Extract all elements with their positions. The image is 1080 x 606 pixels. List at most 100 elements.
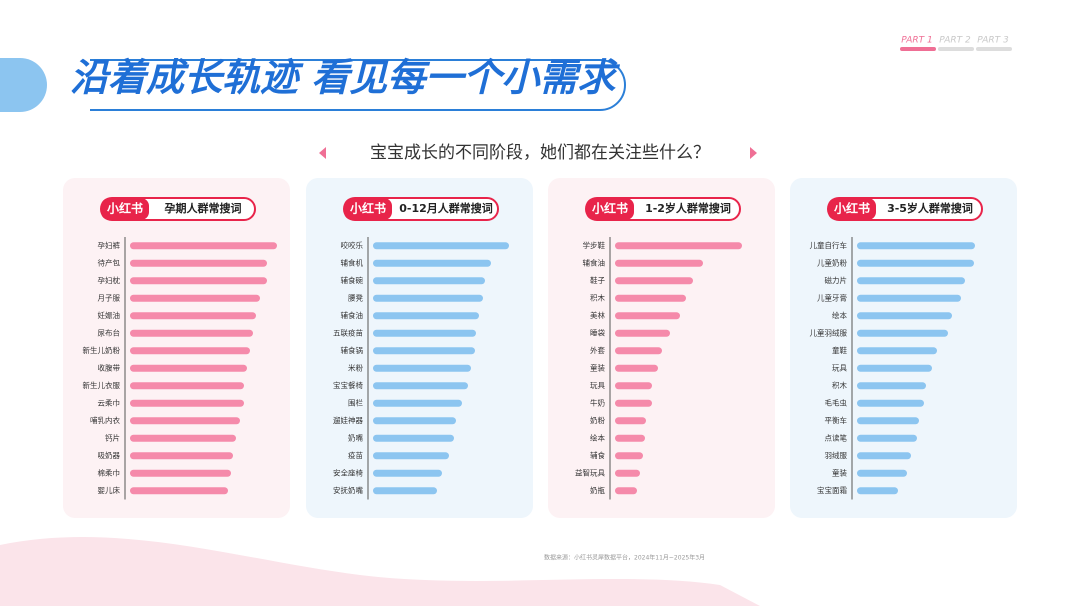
bar xyxy=(615,469,640,477)
tab-label: PART 1 xyxy=(901,36,932,46)
bar xyxy=(857,487,898,495)
bar xyxy=(130,312,256,320)
category-label: 安抚奶嘴 xyxy=(333,485,363,495)
category-label: 安全座椅 xyxy=(333,467,363,477)
chart-title: 1-2岁人群常搜词 xyxy=(645,201,731,215)
category-label: 新生儿奶粉 xyxy=(83,345,121,355)
bar xyxy=(130,382,244,390)
decor-wave xyxy=(0,536,760,606)
bar xyxy=(615,364,658,372)
bar xyxy=(373,399,462,407)
category-label: 童鞋 xyxy=(832,345,847,355)
category-label: 积木 xyxy=(590,292,605,302)
bar xyxy=(615,452,643,460)
bar xyxy=(373,294,483,302)
category-label: 美林 xyxy=(590,310,605,320)
category-label: 奶瓶 xyxy=(590,485,605,495)
category-label: 益智玩具 xyxy=(575,467,605,477)
bar xyxy=(373,452,449,460)
category-label: 妊娠油 xyxy=(98,310,121,320)
badge-logo-text: 小红书 xyxy=(592,201,628,216)
bar xyxy=(130,452,233,460)
bar xyxy=(615,382,652,390)
category-label: 童装 xyxy=(832,467,847,477)
tab-bar xyxy=(938,47,974,51)
chart-title: 孕期人群常搜词 xyxy=(165,201,242,215)
category-label: 辅食碗 xyxy=(341,275,364,285)
bar xyxy=(857,417,919,425)
category-label: 围栏 xyxy=(348,397,363,407)
bar xyxy=(857,242,975,250)
category-label: 咬咬乐 xyxy=(341,240,364,250)
bar xyxy=(615,417,646,425)
category-label: 收腹带 xyxy=(98,362,121,372)
category-label: 奶粉 xyxy=(590,415,605,425)
source: 数据来源：小红书灵犀数据平台，2024年11月~2025年3月 xyxy=(544,554,705,562)
category-label: 五联疫苗 xyxy=(333,327,363,337)
category-label: 玩具 xyxy=(832,363,847,372)
category-label: 玩具 xyxy=(590,381,605,390)
bar xyxy=(130,277,267,285)
tab-bar xyxy=(900,47,936,51)
chart-title: 0-12月人群常搜词 xyxy=(399,201,493,215)
category-label: 哺乳内衣 xyxy=(90,415,120,425)
category-label: 奶嘴 xyxy=(348,432,363,442)
badge-logo-text: 小红书 xyxy=(350,201,386,216)
category-label: 童装 xyxy=(590,362,605,372)
bar xyxy=(857,294,961,302)
category-label: 遛娃神器 xyxy=(333,415,363,425)
subtitle: 宝宝成长的不同阶段，她们都在关注些什么？ xyxy=(370,143,710,163)
category-label: 辅食机 xyxy=(341,257,364,267)
bar xyxy=(373,329,476,337)
bar xyxy=(373,277,485,285)
category-label: 棉柔巾 xyxy=(98,467,121,477)
chart-title: 3-5岁人群常搜词 xyxy=(887,201,973,215)
bar xyxy=(857,347,937,355)
bar xyxy=(373,312,479,320)
category-label: 钙片 xyxy=(105,432,120,442)
category-label: 辅食油 xyxy=(341,310,364,320)
bar xyxy=(130,434,236,442)
bar xyxy=(857,399,924,407)
category-label: 尿布台 xyxy=(98,327,121,337)
bar xyxy=(130,399,244,407)
bar xyxy=(130,347,250,355)
title-frame xyxy=(90,59,626,111)
category-label: 点读笔 xyxy=(825,432,848,442)
category-label: 米粉 xyxy=(348,362,363,372)
bar xyxy=(615,277,693,285)
category-label: 辅食锅 xyxy=(341,345,364,355)
bar xyxy=(857,382,926,390)
category-label: 宝宝面霜 xyxy=(817,485,847,495)
bar xyxy=(373,487,437,495)
bar xyxy=(615,487,637,495)
category-label: 吸奶器 xyxy=(98,450,121,460)
bar xyxy=(615,399,652,407)
category-label: 疫苗 xyxy=(348,450,363,460)
bar xyxy=(857,434,917,442)
category-label: 绘本 xyxy=(590,432,605,442)
card xyxy=(548,178,775,518)
bar xyxy=(373,382,468,390)
category-label: 外套 xyxy=(590,345,605,355)
bar xyxy=(130,469,231,477)
tab-label: PART 3 xyxy=(977,36,1009,46)
bar xyxy=(373,364,471,372)
bar xyxy=(615,329,670,337)
badge-logo xyxy=(101,198,149,220)
bar xyxy=(857,312,952,320)
category-label: 毛毛虫 xyxy=(825,397,848,407)
bar xyxy=(857,277,965,285)
category-label: 孕妇枕 xyxy=(98,275,121,285)
bar xyxy=(857,329,948,337)
slide-title: 沿着成长轨迹 看见每一个小需求 xyxy=(70,56,620,100)
tab-label: PART 2 xyxy=(939,36,971,46)
bar xyxy=(130,487,228,495)
category-label: 待产包 xyxy=(98,257,121,267)
bar xyxy=(615,294,686,302)
category-label: 羽绒服 xyxy=(825,450,848,460)
badge-logo xyxy=(586,198,634,220)
bar xyxy=(130,364,247,372)
bar xyxy=(373,469,442,477)
